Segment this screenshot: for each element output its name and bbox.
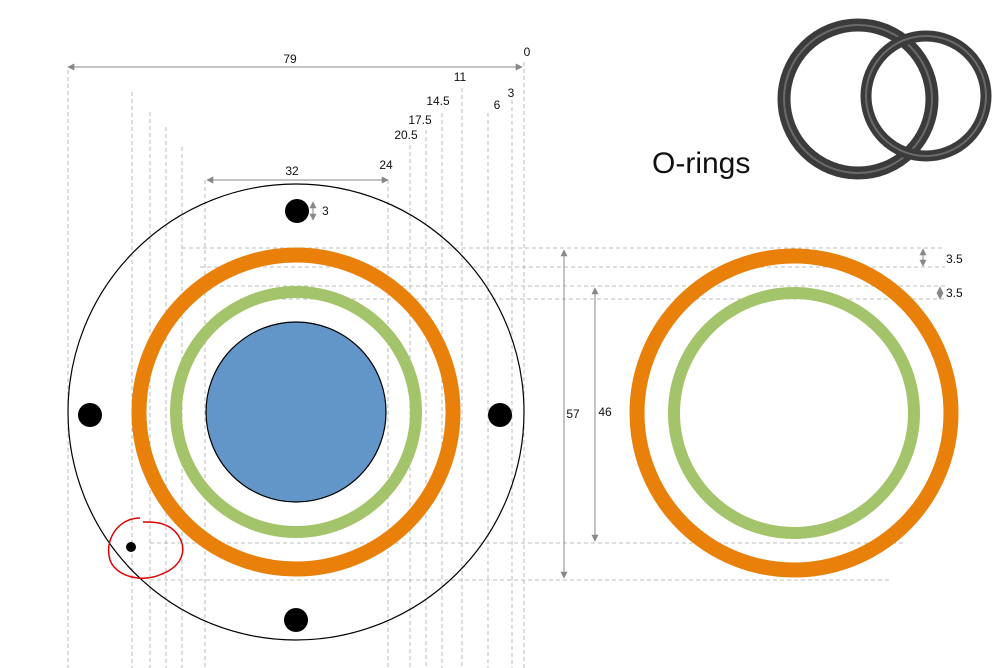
dim-17-5-label: 17.5 xyxy=(408,113,432,127)
bolt-hole-top xyxy=(285,199,309,223)
outer-o-ring-left xyxy=(131,247,461,577)
dim-6-label: 6 xyxy=(494,98,501,112)
dim-24-label: 24 xyxy=(379,158,393,172)
bolt-hole-right xyxy=(488,403,512,427)
o-rings-title: O-rings xyxy=(652,147,750,180)
bolt-hole-left xyxy=(78,403,102,427)
photo-ring-large-hi xyxy=(783,24,933,174)
dim-3-5-outer-label: 3.5 xyxy=(946,252,963,266)
red-annotation-circle xyxy=(107,517,184,579)
dim-3-hole-label: 3 xyxy=(322,204,329,218)
dim-57-label: 57 xyxy=(566,407,580,421)
dim-0-label: 0 xyxy=(524,45,531,59)
bolt-hole-bottom xyxy=(284,608,308,632)
dim-79-label: 79 xyxy=(283,52,297,66)
photo-ring-small-hi xyxy=(865,35,987,157)
core-disc xyxy=(205,321,387,503)
outer-o-ring-right xyxy=(629,248,959,578)
o-rings-photo xyxy=(777,18,992,180)
dim-11-label: 11 xyxy=(454,70,467,84)
dim-46-label: 46 xyxy=(598,405,612,419)
inner-o-ring-left xyxy=(170,286,422,538)
small-hole xyxy=(126,542,136,552)
inner-o-ring-right xyxy=(668,287,920,539)
dim-20-5-label: 20.5 xyxy=(394,128,418,142)
dim-3-top-label: 3 xyxy=(508,86,515,100)
dim-32-label: 32 xyxy=(285,164,299,178)
dim-14-5-label: 14.5 xyxy=(426,94,450,108)
outer-flange-circle xyxy=(67,183,525,641)
dim-3-5-inner-label: 3.5 xyxy=(946,286,963,300)
